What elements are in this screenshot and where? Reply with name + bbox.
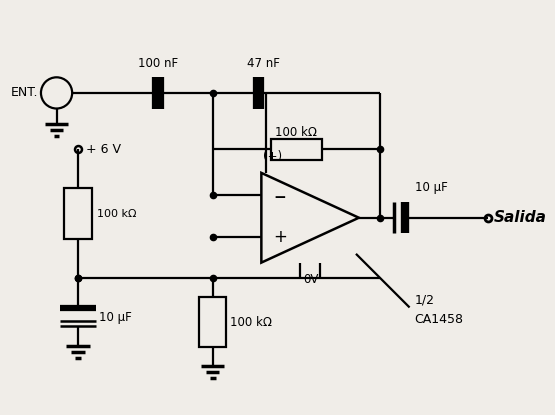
Text: 10 μF: 10 μF bbox=[99, 311, 132, 324]
Text: 100 kΩ: 100 kΩ bbox=[97, 209, 136, 219]
Text: −: − bbox=[273, 190, 286, 205]
Text: +: + bbox=[273, 228, 287, 246]
Text: Salida: Salida bbox=[493, 210, 546, 225]
Text: 10 μF: 10 μF bbox=[415, 181, 447, 194]
Text: 100 kΩ: 100 kΩ bbox=[230, 315, 272, 329]
Bar bbox=[64, 188, 92, 239]
Text: ENT.: ENT. bbox=[11, 86, 38, 100]
Bar bbox=[271, 139, 322, 160]
Text: + 6 V: + 6 V bbox=[86, 143, 121, 156]
Text: CA1458: CA1458 bbox=[415, 312, 463, 326]
Text: 0V: 0V bbox=[303, 273, 319, 286]
Text: 100 kΩ: 100 kΩ bbox=[275, 127, 317, 139]
Text: 100 nF: 100 nF bbox=[138, 56, 178, 69]
Text: (+): (+) bbox=[263, 150, 282, 163]
Bar bbox=[199, 297, 226, 347]
Text: 47 nF: 47 nF bbox=[247, 56, 280, 69]
Text: 1/2: 1/2 bbox=[415, 293, 435, 306]
